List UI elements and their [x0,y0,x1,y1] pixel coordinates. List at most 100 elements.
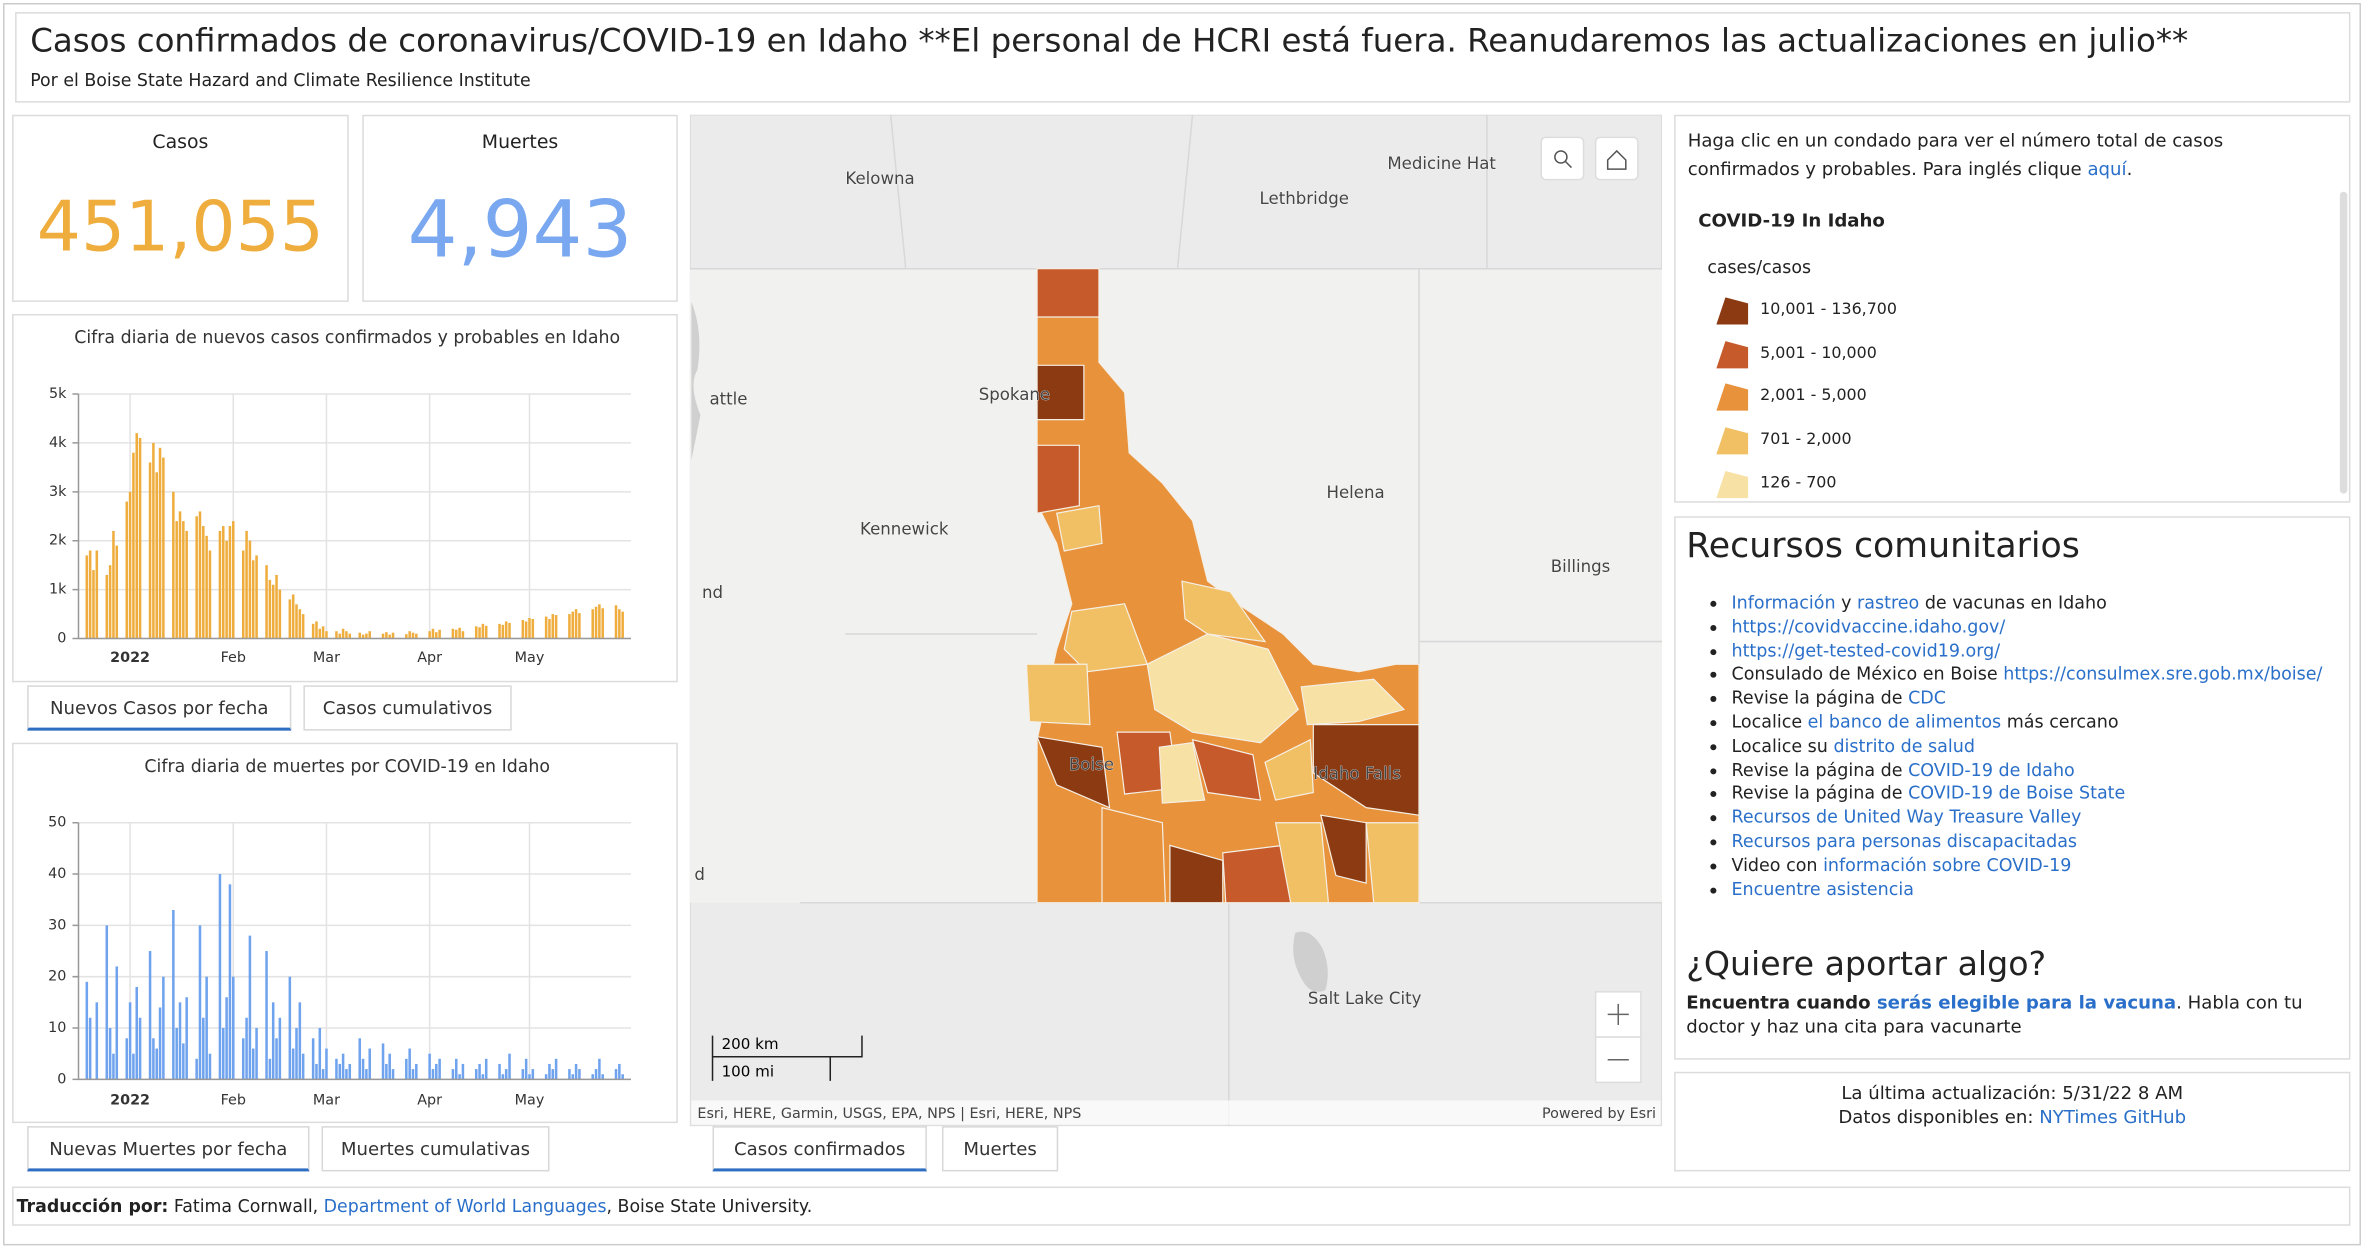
bar [205,535,208,639]
bar [591,1074,594,1080]
x-tick-label: Apr [417,650,442,666]
bar [255,1028,258,1080]
tab[interactable]: Nuevos Casos por fecha [27,685,292,731]
kpi-value: 451,055 [36,185,324,268]
link[interactable]: información sobre COVID-19 [1823,854,2072,876]
bar [175,521,178,639]
county[interactable] [1158,742,1206,804]
bar [195,516,198,639]
county[interactable] [1320,814,1367,884]
bar [138,1017,142,1080]
county[interactable] [1191,738,1262,801]
link[interactable]: COVID-19 de Idaho [1908,758,2075,780]
bar [155,472,158,639]
bar [415,633,418,639]
bar [551,1069,555,1080]
text-run: Localice [1731,710,1808,733]
county[interactable] [1101,806,1167,904]
bar [162,457,165,639]
bar [524,1058,528,1080]
search-button[interactable] [1540,136,1585,181]
bar [365,633,368,639]
text-run: Revise la página de [1731,782,1909,804]
bar [614,1069,618,1080]
county[interactable] [1264,738,1314,801]
link[interactable]: CDC [1908,687,1947,709]
bar [411,1069,415,1080]
bar [291,1048,295,1080]
scale-label: 100 mi [722,1062,774,1080]
tab[interactable]: Casos cumulativos [303,685,512,731]
text-run: Datos disponibles en: [1838,1106,2040,1128]
county[interactable] [1365,822,1420,904]
powered-by: Powered by Esri [1542,1106,1656,1122]
link[interactable]: Recursos de United Way Treasure Valley [1731,806,2082,828]
tab[interactable]: Nuevas Muertes por fecha [27,1126,310,1172]
tab[interactable]: Casos confirmados [712,1126,927,1172]
link[interactable]: Department of World Languages [323,1195,607,1217]
county[interactable] [1036,268,1100,318]
bar [568,1069,571,1080]
idaho-counties[interactable] [1025,268,1420,904]
bar [172,909,175,1080]
county[interactable] [1055,504,1103,552]
legend-label: 126 - 700 [1760,473,1837,492]
link[interactable]: Encuentre asistencia [1731,877,1914,900]
resource-item: Recursos de United Way Treasure Valley [1731,806,2367,830]
text-run: Revise la página de [1731,758,1909,780]
bar [551,614,555,639]
county[interactable] [1036,735,1111,809]
tab[interactable]: Muertes cumulativas [321,1126,550,1172]
map[interactable]: 200 km 100 mi Esri, HERE, Garmin, USGS, … [689,114,1663,1127]
link[interactable]: distrito de salud [1833,734,1975,756]
bar [461,1063,465,1080]
bar [95,550,99,639]
place-label: d [694,865,705,884]
link[interactable]: aquí [2087,158,2127,180]
bar [298,609,302,639]
bar [544,616,548,639]
county[interactable] [1312,723,1420,816]
link[interactable]: https://get-tested-covid19.org/ [1731,639,2001,661]
bar [162,976,165,1080]
kpi-deaths: Muertes 4,943 [362,114,678,302]
link[interactable]: https://covidvaccine.idaho.gov/ [1731,615,2006,637]
county[interactable] [1181,580,1267,643]
home-button[interactable] [1594,136,1639,181]
bar [108,565,112,639]
county[interactable] [1063,603,1149,673]
county[interactable] [1274,822,1330,904]
link[interactable]: NYTimes GitHub [2039,1106,2187,1128]
county[interactable] [1036,364,1085,421]
zoom-in-button[interactable] [1594,991,1642,1038]
bar [335,1058,338,1080]
link[interactable]: Recursos para personas discapacitadas [1731,830,2078,852]
y-tick-label: 40 [48,866,66,882]
y-tick-label: 10 [48,1020,66,1036]
county[interactable] [1169,844,1224,904]
link[interactable]: Información [1731,591,1836,613]
link[interactable]: serás elegible para la vacuna [1876,991,2177,1013]
link[interactable]: rastreo [1857,591,1920,613]
link[interactable]: el banco de alimentos [1807,710,2002,733]
bar [594,606,598,639]
county[interactable] [1025,663,1091,726]
county[interactable] [1222,844,1292,904]
tab[interactable]: Muertes [941,1126,1059,1172]
county[interactable] [1036,444,1080,514]
bar [115,545,119,639]
county[interactable] [1146,633,1299,744]
zoom-out-button[interactable] [1594,1036,1642,1084]
legend-swatch [1716,470,1749,498]
scrollbar[interactable] [2339,191,2348,494]
legend-swatch [1716,384,1749,412]
link[interactable]: COVID-19 de Boise State [1908,782,2126,804]
bar [598,1058,601,1080]
attribution-bar [691,1100,1661,1125]
bar [295,1028,298,1080]
link[interactable]: https://consulmex.sre.gob.mx/boise/ [2003,663,2323,685]
county[interactable] [1300,678,1406,726]
bar [388,1053,391,1080]
bar [598,604,601,639]
bar [225,540,228,639]
